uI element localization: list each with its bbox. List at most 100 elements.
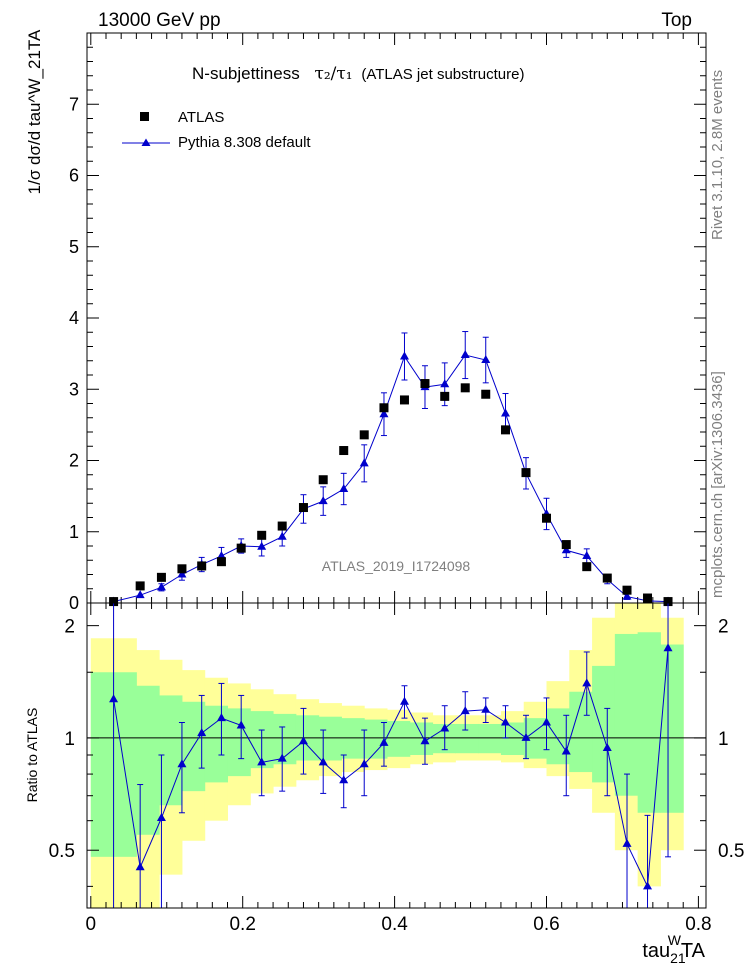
ratio-pythia-point	[177, 759, 187, 768]
atlas-point	[420, 379, 430, 389]
ratio-pythia-point	[216, 713, 226, 722]
atlas-point	[399, 395, 409, 405]
pythia-point	[399, 351, 409, 360]
pythia-point	[318, 496, 328, 505]
ratio-pythia-point	[359, 759, 369, 768]
xlabel-tail: TA	[681, 940, 706, 962]
atlas-point	[257, 530, 267, 540]
atlas-point	[177, 564, 187, 574]
uncertainty-band-inner	[136, 685, 160, 835]
ratio-pythia-point	[379, 737, 389, 746]
uncertainty-band-inner	[592, 665, 616, 783]
atlas-point	[379, 403, 389, 413]
ratio-ylabel: Ratio to ATLAS	[24, 708, 40, 803]
legend-atlas-marker	[140, 112, 149, 121]
pythia-line	[113, 354, 669, 603]
uncertainty-band-inner	[318, 716, 342, 761]
ratio-ylabel-text: Ratio to ATLAS	[24, 708, 40, 803]
atlas-point	[339, 446, 349, 456]
uncertainty-band-inner	[364, 719, 388, 759]
legend: ATLAS Pythia 8.308 default	[122, 109, 311, 151]
ratio-pythia-point	[109, 694, 119, 703]
pythia-point	[177, 569, 187, 578]
ratio-ytick-label-right: 1	[718, 729, 729, 750]
title-suffix: (ATLAS jet substructure)	[361, 66, 524, 83]
title-taus: τ₂/τ₁	[314, 64, 352, 84]
ratio-frame	[86, 602, 707, 909]
pythia-point	[156, 582, 166, 591]
xlabel-sup: W	[668, 932, 682, 948]
pythia-point	[339, 484, 349, 492]
uncertainty-band-inner	[432, 723, 456, 754]
atlas-point	[156, 572, 166, 582]
legend-pythia-label: Pythia 8.308 default	[178, 134, 311, 151]
atlas-point	[197, 561, 207, 571]
ratio-xtick-label: 0.2	[229, 914, 255, 935]
atlas-point	[460, 383, 470, 393]
pythia-point	[481, 355, 491, 364]
ratio-pythia-point	[156, 813, 166, 822]
main-ytick-label: 5	[69, 237, 79, 257]
atlas-point	[298, 503, 308, 513]
ratio-ytick-label: 1	[64, 729, 75, 750]
atlas-point	[318, 475, 328, 485]
ratio-xtick-label: 0.8	[685, 914, 711, 935]
main-panel: 0 1 2 3 4 5 6 7	[69, 32, 706, 613]
main-ylabel-text: 1/σ dσ/d tau^W_21TA	[25, 29, 44, 194]
main-ytick-label: 0	[69, 593, 79, 613]
pythia-point	[359, 458, 369, 467]
main-ytick-label: 3	[69, 379, 79, 399]
ratio-pythia-point	[197, 728, 207, 737]
header-energy: 13000 GeV pp	[98, 10, 221, 31]
uncertainty-band-inner	[113, 672, 137, 857]
main-ytick-label: 6	[69, 166, 79, 186]
ratio-pythia-point	[521, 732, 531, 741]
atlas-point	[277, 521, 287, 531]
pythia-point	[440, 379, 450, 388]
ratio-pythia-point	[602, 742, 612, 751]
ratio-pythia-point	[135, 862, 145, 871]
pythia-point	[379, 409, 389, 418]
ratio-pythia-point	[542, 717, 552, 726]
pythia-point	[257, 541, 267, 550]
ratio-panel: 0.5 0.5 1 1 2 2 0 0.2 0.4 0.6 0.8	[49, 603, 744, 935]
rivet-label-text: Rivet 3.1.10, 2.8M events	[709, 70, 726, 240]
ratio-pythia-point	[420, 736, 430, 745]
ratio-pythia-line	[113, 648, 669, 889]
header-process: Top	[661, 10, 692, 31]
legend-atlas-label: ATLAS	[178, 109, 224, 126]
ratio-pythia-point	[500, 717, 510, 726]
atlas-point	[440, 391, 450, 401]
xlabel-sub: 21	[670, 950, 686, 966]
pythia-point	[460, 350, 470, 359]
ratio-pythia-point	[318, 757, 328, 766]
main-ytick-label: 7	[69, 94, 79, 114]
atlas-point	[135, 581, 145, 591]
atlas-point	[236, 543, 246, 553]
ratio-pythia-point	[257, 757, 267, 766]
x-axis-label: tau21 WTA	[642, 932, 705, 966]
pythia-point	[561, 545, 571, 554]
uncertainty-band-inner	[409, 722, 434, 755]
pythia-point	[582, 550, 592, 559]
pythia-point	[135, 590, 145, 599]
ratio-pythia-point	[622, 838, 632, 847]
ratio-pythia-point	[339, 775, 349, 784]
ratio-xtick-label: 0.6	[533, 914, 559, 935]
uncertainty-band-inner	[660, 644, 684, 813]
chart-title: N-subjettiness τ₂/τ₁ (ATLAS jet substruc…	[192, 64, 524, 84]
ratio-pythia-point	[582, 678, 592, 687]
ratio-pythia-point	[643, 881, 653, 890]
uncertainty-band-inner	[90, 672, 115, 857]
ratio-pythia-point	[460, 706, 470, 715]
ratio-pythia-point	[399, 696, 409, 705]
uncertainty-band-inner	[227, 708, 251, 777]
atlas-point	[542, 513, 552, 523]
uncertainty-band-inner	[455, 723, 479, 754]
uncertainty-band-inner	[500, 722, 525, 755]
atlas-point	[521, 468, 531, 478]
ratio-ytick-label-right: 0.5	[718, 841, 744, 862]
ratio-pythia-point	[298, 736, 308, 745]
analysis-watermark: ATLAS_2019_I1724098	[322, 558, 471, 574]
